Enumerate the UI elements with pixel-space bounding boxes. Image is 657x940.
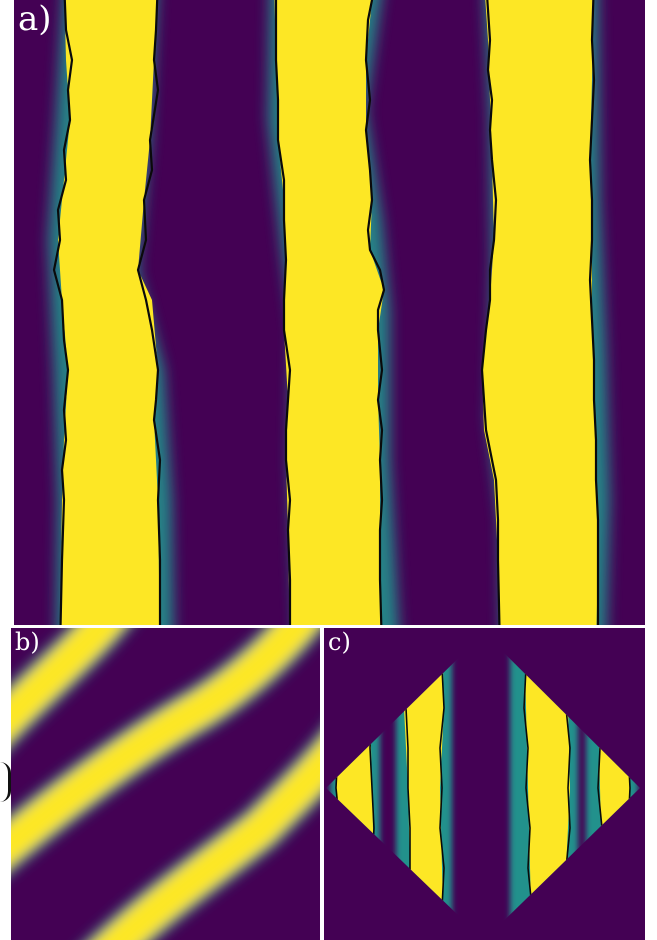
- contour-a3-left: [480, 0, 501, 625]
- contour-a1-right: [136, 0, 162, 625]
- contour-a1-left: [52, 0, 74, 625]
- contour-c2-right: [439, 633, 445, 940]
- panel-label-a: a): [18, 0, 52, 39]
- contour-a2-left: [274, 0, 292, 625]
- stripe-field-c: [324, 628, 645, 940]
- contour-a2-right: [364, 0, 386, 625]
- stripe-a2: [274, 0, 384, 625]
- panel-c: c): [324, 628, 645, 940]
- contour-a3-right: [588, 0, 600, 625]
- stripe-field-b: [11, 628, 320, 940]
- panel-a: a): [14, 0, 645, 625]
- edge-mark: [0, 762, 11, 802]
- stripe-field-a: [14, 0, 645, 625]
- stripe-a3: [482, 0, 598, 625]
- diagonal-stripes: [11, 628, 320, 940]
- panel-b: b): [11, 628, 320, 940]
- stripe-a1: [58, 0, 160, 625]
- stripe-c2: [404, 633, 444, 940]
- panel-label-c: c): [328, 628, 351, 656]
- panel-label-b: b): [15, 628, 40, 656]
